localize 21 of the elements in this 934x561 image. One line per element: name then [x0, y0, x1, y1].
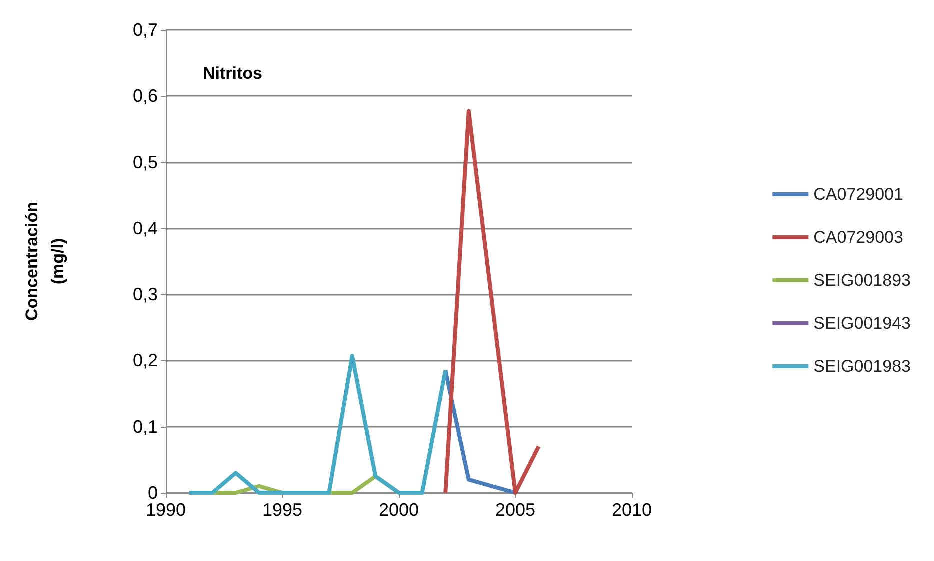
- y-tick-label: 0,4: [132, 218, 158, 238]
- legend-label: SEIG001893: [814, 271, 912, 290]
- x-tick-label: 2010: [612, 500, 652, 520]
- y-axis-title: Concentración (mg/l): [22, 202, 68, 322]
- x-tick-label: 2005: [495, 500, 536, 520]
- y-tick-label: 0,6: [132, 86, 158, 106]
- x-tick-label: 1990: [146, 500, 186, 520]
- y-tick-label: 0,1: [132, 416, 158, 437]
- legend-label: CA0729003: [814, 228, 904, 247]
- y-tick-label: 0,3: [132, 284, 158, 305]
- legend-label: SEIG001983: [814, 357, 912, 376]
- legend-label: CA0729001: [814, 185, 904, 204]
- x-tick-label: 2000: [378, 500, 420, 520]
- x-tick-label: 1995: [262, 500, 303, 520]
- y-tick-label: 0: [148, 483, 158, 503]
- y-tick-label: 0,2: [132, 350, 158, 371]
- legend-label: SEIG001943: [814, 314, 912, 333]
- line-series: [187, 354, 448, 495]
- text: Nitritos: [203, 64, 262, 83]
- y-tick-label: 0,5: [132, 152, 158, 172]
- y-tick-label: 0,7: [132, 20, 158, 40]
